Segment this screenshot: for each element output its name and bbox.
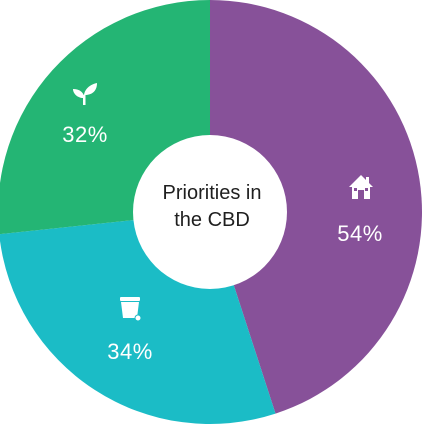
donut-slice-54 bbox=[210, 0, 422, 414]
chart-title: Priorities in the CBD bbox=[137, 180, 287, 234]
chart-title-line-2: the CBD bbox=[174, 209, 250, 231]
house-icon bbox=[349, 175, 373, 199]
chart-title-line-1: Priorities in bbox=[162, 182, 262, 204]
slice-label-34: 34% bbox=[107, 339, 153, 364]
leaf-sprout-icon bbox=[73, 83, 97, 105]
slice-label-32: 32% bbox=[62, 122, 108, 147]
slice-label-54: 54% bbox=[337, 221, 383, 246]
donut-hole bbox=[133, 135, 287, 289]
trash-bin-icon bbox=[120, 297, 142, 322]
